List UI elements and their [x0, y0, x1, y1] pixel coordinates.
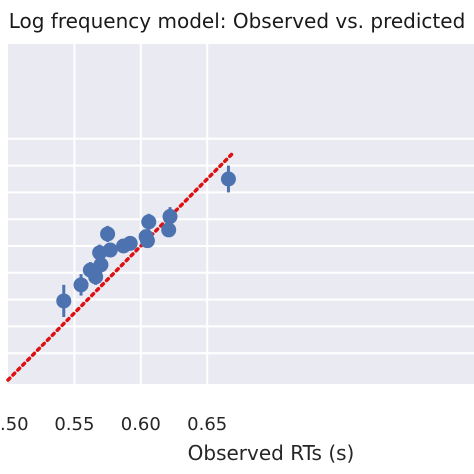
- x-ticks: .50 0.55 0.60 0.65: [0, 414, 227, 435]
- x-tick-label: .50: [0, 414, 29, 435]
- x-tick-label: 0.65: [187, 414, 227, 435]
- data-point: [102, 242, 118, 258]
- x-tick-label: 0.60: [121, 414, 161, 435]
- point-marker: [73, 277, 89, 293]
- point-marker: [88, 269, 104, 285]
- data-point: [162, 207, 178, 226]
- data-point: [73, 274, 89, 296]
- point-marker: [93, 257, 109, 273]
- point-marker: [102, 242, 118, 258]
- plot-background: [8, 44, 474, 384]
- x-tick-label: 0.55: [54, 414, 94, 435]
- data-point: [93, 256, 109, 273]
- data-point: [122, 235, 138, 251]
- point-marker: [161, 222, 177, 238]
- point-marker: [162, 209, 178, 225]
- point-marker: [139, 233, 155, 249]
- data-point: [56, 284, 72, 318]
- reference-line: [6, 150, 236, 382]
- data-point: [220, 165, 236, 193]
- point-marker: [122, 235, 138, 251]
- data-points: [56, 165, 236, 318]
- data-point: [100, 225, 116, 242]
- data-point: [88, 268, 104, 285]
- point-marker: [220, 171, 236, 187]
- point-marker: [100, 226, 116, 242]
- data-point: [139, 233, 155, 249]
- x-axis-label: Observed RTs (s): [188, 441, 355, 465]
- identity-line: [6, 150, 236, 382]
- point-marker: [56, 293, 72, 309]
- point-marker: [141, 214, 157, 230]
- chart-title: Log frequency model: Observed vs. predic…: [9, 9, 466, 33]
- data-point: [141, 213, 157, 230]
